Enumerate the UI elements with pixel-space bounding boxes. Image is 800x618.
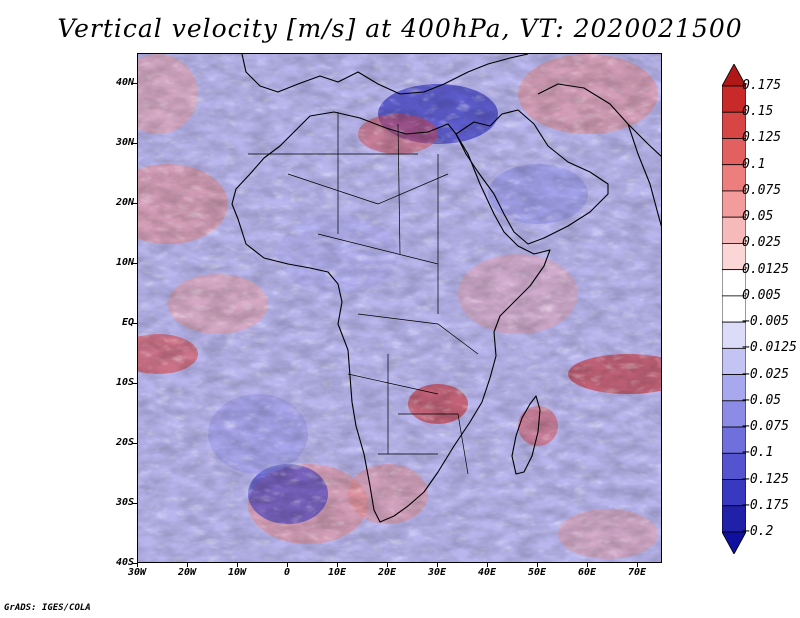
colorbar-cell <box>722 321 746 349</box>
lon-label: 40E <box>477 567 497 578</box>
colorbar-label: −0.1 <box>742 445 774 461</box>
lat-label: 10S <box>115 377 134 388</box>
colorbar-cell <box>722 269 746 297</box>
lon-tick <box>137 563 138 567</box>
colorbar-label: −0.2 <box>742 524 774 539</box>
lat-label: 30N <box>115 137 134 148</box>
lon-tick <box>637 563 638 567</box>
colorbar-cell <box>722 531 746 554</box>
lat-label: 20S <box>115 437 134 448</box>
colorbar-label: −0.075 <box>742 419 789 435</box>
colorbar-label: 0.15 <box>742 104 774 120</box>
lon-tick <box>487 563 488 567</box>
lon-tick <box>437 563 438 567</box>
lat-label: 40N <box>115 77 134 88</box>
lat-tick <box>132 443 137 444</box>
lat-label: 30S <box>115 497 134 508</box>
europe-coastline <box>241 54 529 95</box>
colorbar-cell <box>722 243 746 271</box>
colorbar-cell <box>722 190 746 218</box>
lon-tick <box>337 563 338 567</box>
lat-label: EQ <box>121 317 134 328</box>
lat-tick <box>132 83 137 84</box>
lon-label: 0 <box>283 567 291 578</box>
border-lines <box>248 112 479 475</box>
colorbar-label: 0.125 <box>742 130 782 146</box>
colorbar-label: 0.1 <box>742 156 766 172</box>
colorbar-cell <box>722 400 746 428</box>
colorbar-label: −0.05 <box>742 392 782 408</box>
lon-label: 60E <box>577 567 597 578</box>
map-area <box>137 53 662 563</box>
lon-tick <box>587 563 588 567</box>
colorbar-label: −0.175 <box>742 497 789 513</box>
lon-tick <box>237 563 238 567</box>
lat-tick <box>132 203 137 204</box>
lat-tick <box>132 263 137 264</box>
lon-label: 70E <box>627 567 647 578</box>
lat-tick <box>132 503 137 504</box>
lon-tick <box>537 563 538 567</box>
lat-label: 10N <box>115 257 134 268</box>
colorbar-label: 0.0125 <box>742 261 789 277</box>
colorbar-label: 0.05 <box>742 209 774 225</box>
colorbar <box>722 64 746 554</box>
lat-label: 20N <box>115 197 134 208</box>
map-title: Vertical velocity [m/s] at 400hPa, VT: 2… <box>57 14 743 43</box>
india-coastline <box>627 123 661 227</box>
colorbar-cell <box>722 295 746 323</box>
lon-label: 10E <box>327 567 347 578</box>
colorbar-cell <box>722 426 746 454</box>
lat-tick <box>132 323 137 324</box>
lon-label: 20E <box>377 567 397 578</box>
colorbar-label: 0.025 <box>742 235 782 251</box>
colorbar-label: −0.025 <box>742 366 789 382</box>
lon-label: 50E <box>527 567 547 578</box>
texture-dark <box>138 54 661 562</box>
africa-coastline <box>231 111 551 523</box>
lon-tick <box>187 563 188 567</box>
colorbar-label: 0.005 <box>742 287 782 303</box>
colorbar-label: 0.075 <box>742 182 782 198</box>
madagascar-coastline <box>511 395 541 475</box>
colorbar-label: 0.175 <box>742 78 782 93</box>
lat-label: 40S <box>115 557 134 568</box>
colorbar-label: −0.005 <box>742 314 789 330</box>
lat-tick <box>132 563 137 564</box>
lon-label: 20W <box>177 567 197 578</box>
lon-label: 30E <box>427 567 447 578</box>
lon-tick <box>387 563 388 567</box>
coastlines <box>231 54 661 523</box>
lon-label: 10W <box>227 567 247 578</box>
colorbar-cell <box>722 216 746 244</box>
velocity-field <box>138 54 661 562</box>
arabia-coastline <box>455 109 609 245</box>
iran-coastline <box>537 83 661 157</box>
borders <box>248 112 479 475</box>
credit-text: GrADS: IGES/COLA <box>4 603 91 613</box>
lon-tick <box>287 563 288 567</box>
colorbar-label: −0.125 <box>742 471 789 487</box>
colorbar-cells <box>722 64 746 554</box>
lat-tick <box>132 143 137 144</box>
colorbar-cell <box>722 164 746 192</box>
colorbar-label: −0.0125 <box>742 340 797 356</box>
lat-tick <box>132 383 137 384</box>
colorbar-cell <box>722 111 746 139</box>
lon-label: 30W <box>127 567 147 578</box>
